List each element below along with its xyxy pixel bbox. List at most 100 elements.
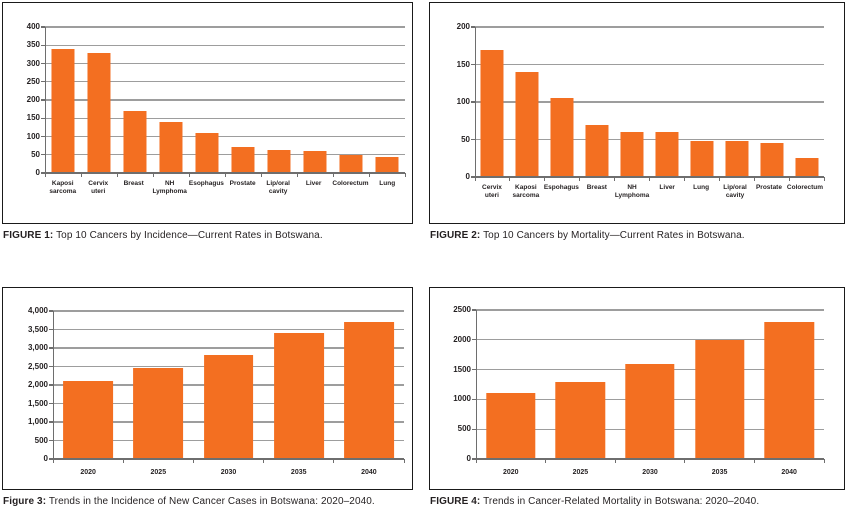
y-axis-labels: 0 50 100 150 200 — [430, 23, 470, 181]
figure-1-chart: 0 50 100 150 200 250 300 350 400 Kaposi sarcoma Ce… — [3, 3, 412, 223]
y-tick-label: 100 — [26, 131, 40, 141]
bar-cervix-uteri — [480, 49, 504, 177]
y-tick-label: 100 — [456, 97, 470, 106]
bar-lung — [690, 141, 714, 177]
y-tick-mark — [472, 368, 476, 371]
gridline — [475, 101, 824, 103]
figure-1-caption-label: FIGURE 1: — [3, 230, 54, 241]
bar-2025 — [555, 381, 606, 459]
bar-2020 — [63, 381, 114, 459]
y-axis-line — [45, 27, 47, 173]
bar-cervix-uteri — [87, 52, 111, 173]
figure-1: 0 50 100 150 200 250 300 350 400 Kaposi sarcoma Ce… — [2, 2, 413, 287]
y-tick-label: 1,000 — [27, 417, 48, 426]
x-tick-label: Liver — [305, 180, 322, 187]
figure-3: 0 500 1,000 1,500 2,000 2,500 3,000 3,500 4,000 2… — [2, 287, 413, 512]
x-axis-labels: 2020 2025 2030 2035 2040 — [476, 468, 824, 477]
plot-area — [471, 26, 825, 181]
y-tick-mark — [472, 428, 476, 430]
x-tick-label: 2025 — [150, 469, 167, 476]
x-tick-label: Lip/oral cavity — [723, 184, 747, 200]
bar-2030 — [203, 355, 254, 459]
bar-nh-lymphoma — [159, 121, 183, 173]
gridline — [45, 99, 405, 101]
y-axis-labels: 0 500 1,000 1,500 2,000 2,500 3,000 3,500 4,000 — [3, 307, 48, 463]
x-tick-mark — [545, 459, 547, 463]
gridline — [476, 339, 824, 341]
bar-2040 — [764, 321, 814, 459]
x-tick-mark — [368, 173, 370, 177]
x-tick-mark — [649, 177, 650, 181]
bar-prostate — [760, 143, 784, 177]
plot-area — [41, 26, 406, 177]
x-tick-mark — [192, 459, 194, 463]
x-axis-labels: 2020 2025 2030 2035 2040 — [53, 468, 404, 477]
y-tick-mark — [49, 458, 53, 460]
y-tick-label: 150 — [456, 59, 470, 69]
x-tick-mark — [614, 459, 616, 463]
x-tick-mark — [403, 459, 405, 463]
x-axis-labels: Cervix uteri Kaposi sarcoma Espohagus Breas… — [475, 184, 824, 201]
x-tick-mark — [224, 173, 226, 177]
y-tick-mark — [49, 328, 53, 331]
x-tick-mark — [116, 173, 118, 177]
x-tick-label: 2030 — [642, 469, 658, 476]
x-tick-mark — [823, 459, 825, 463]
x-tick-label: Espohagus — [543, 184, 579, 191]
y-tick-label: 1,500 — [27, 398, 48, 408]
x-tick-mark — [475, 459, 477, 463]
x-tick-label: Esophagus — [188, 180, 224, 187]
x-tick-label: 2035 — [711, 469, 728, 476]
y-tick-label: 2000 — [453, 334, 471, 344]
gridline — [53, 347, 404, 349]
x-tick-label: NH Lymphoma — [614, 184, 650, 200]
figure-2-panel: 0 50 100 150 200 Cervix uteri Kaposi sarcoma Es… — [429, 2, 845, 224]
y-axis-labels: 0 50 100 150 200 250 300 350 400 — [3, 23, 40, 177]
bar-2020 — [486, 393, 536, 459]
y-tick-mark — [41, 172, 45, 174]
x-axis-labels: Kaposi sarcoma Cervix uteri Breast NH Lymph… — [45, 180, 405, 197]
y-tick-label: 2,000 — [27, 380, 48, 389]
gridline — [475, 26, 824, 28]
bar-lung — [375, 156, 399, 173]
gridline — [476, 309, 824, 311]
y-tick-label: 250 — [26, 76, 40, 86]
bar-2025 — [133, 368, 184, 459]
figure-4-chart: 0 500 1000 1500 2000 2500 2020 2025 2030 2035 2040 — [430, 288, 844, 489]
bar-2040 — [343, 322, 394, 459]
x-tick-mark — [684, 459, 686, 463]
y-tick-mark — [49, 402, 53, 405]
y-axis-line — [475, 27, 477, 177]
figure-3-chart: 0 500 1,000 1,500 2,000 2,500 3,000 3,500 4,000 2… — [3, 288, 412, 489]
y-tick-mark — [471, 63, 475, 66]
gridline — [475, 138, 824, 141]
figure-2-caption-label: FIGURE 2: — [430, 230, 481, 241]
x-axis-line — [475, 176, 824, 178]
bar-colorectum — [339, 155, 363, 173]
figure-4-panel: 0 500 1000 1500 2000 2500 2020 2025 2030 2035 2040 — [429, 287, 845, 490]
figure-4-caption: FIGURE 4: Trends in Cancer-Related Morta… — [430, 496, 845, 508]
y-tick-mark — [49, 384, 53, 386]
bar-breast — [585, 124, 609, 177]
y-tick-mark — [49, 365, 53, 368]
x-tick-label: 2025 — [572, 469, 589, 476]
x-tick-mark — [823, 177, 825, 181]
bar-breast — [123, 110, 147, 173]
x-tick-label: Prostate — [755, 184, 782, 191]
x-tick-mark — [44, 173, 46, 177]
bar-esophagus — [195, 132, 219, 173]
y-tick-mark — [41, 81, 45, 83]
y-tick-mark — [49, 347, 53, 349]
y-tick-label: 0 — [465, 172, 470, 181]
y-tick-label: 3,500 — [27, 324, 48, 334]
x-tick-mark — [80, 173, 82, 177]
x-tick-mark — [333, 459, 335, 463]
bar-espohagus — [550, 98, 574, 177]
x-tick-label: Breast — [123, 180, 144, 187]
x-tick-mark — [753, 459, 755, 463]
x-axis-line — [45, 172, 405, 174]
x-tick-label: Kaposi sarcoma — [49, 180, 77, 196]
x-tick-label: NH Lymphoma — [152, 180, 187, 196]
